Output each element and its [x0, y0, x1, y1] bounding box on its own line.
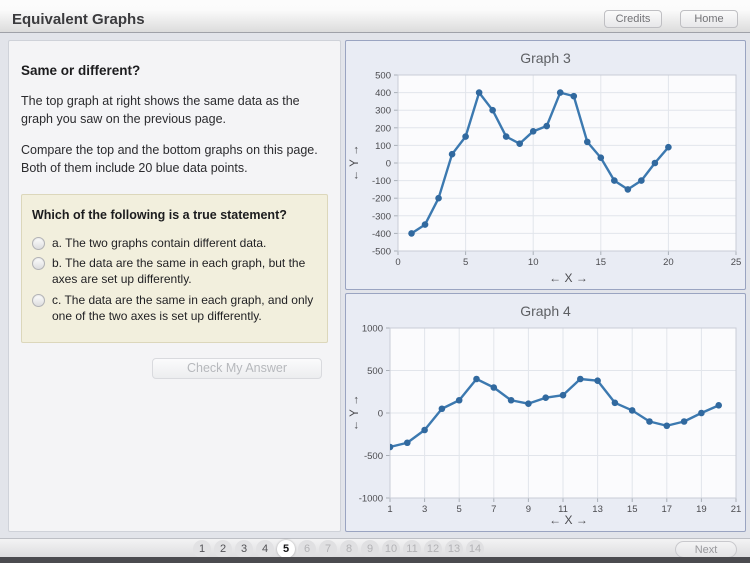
svg-text:-500: -500 [372, 247, 391, 258]
svg-text:400: 400 [375, 88, 391, 99]
page-dot-11: 11 [403, 540, 421, 558]
svg-text:-100: -100 [372, 176, 391, 187]
page-dot-4[interactable]: 4 [256, 540, 274, 558]
pagination: 1 2 3 4 5 6 7 8 9 10 11 12 13 14 [193, 540, 484, 558]
page-dot-13: 13 [445, 540, 463, 558]
svg-text:21: 21 [731, 504, 742, 515]
svg-text:-300: -300 [372, 211, 391, 222]
svg-text:3: 3 [422, 504, 427, 515]
page-dot-8: 8 [340, 540, 358, 558]
pagination-bar: 1 2 3 4 5 6 7 8 9 10 11 12 13 14 Next [0, 538, 750, 558]
svg-text:9: 9 [526, 504, 531, 515]
svg-text:-1000: -1000 [359, 494, 383, 505]
bottom-strip [0, 557, 750, 563]
radio-option-a[interactable] [32, 236, 45, 250]
radio-option-c[interactable] [32, 294, 45, 308]
header-bar: Equivalent Graphs Credits Home [0, 0, 750, 33]
svg-text:300: 300 [375, 106, 391, 117]
question-prompt: Which of the following is a true stateme… [32, 207, 287, 222]
svg-text:-500: -500 [364, 451, 383, 462]
option-c-label[interactable]: c. The data are the same in each graph, … [52, 293, 314, 323]
svg-text:25: 25 [731, 257, 742, 268]
home-button[interactable]: Home [680, 10, 738, 28]
section-heading: Same or different? [21, 63, 141, 78]
graph4-panel: Graph 4 1000 500 0 -500 -1000 1 3 5 7 9 11 13 15 17 19… [345, 293, 746, 532]
instruction-panel: Same or different? The top graph at righ… [8, 40, 341, 532]
svg-text:11: 11 [558, 504, 568, 515]
page-dot-10: 10 [382, 540, 400, 558]
svg-text:100: 100 [375, 141, 391, 152]
svg-text:0: 0 [386, 159, 391, 170]
answer-option-c: c. The data are the same in each graph, … [32, 293, 317, 325]
check-answer-row: Check My Answer [21, 357, 322, 379]
page-dot-1[interactable]: 1 [193, 540, 211, 558]
svg-text:200: 200 [375, 123, 391, 134]
svg-text:7: 7 [491, 504, 496, 515]
radio-option-b[interactable] [32, 257, 45, 271]
page-dot-9: 9 [361, 540, 379, 558]
page-dot-6: 6 [298, 540, 316, 558]
svg-text:13: 13 [592, 504, 603, 515]
graph3-title: Graph 3 [520, 50, 571, 66]
check-my-answer-button[interactable]: Check My Answer [152, 357, 322, 379]
svg-text:15: 15 [627, 504, 638, 515]
svg-text:1000: 1000 [362, 324, 383, 335]
svg-text:19: 19 [696, 504, 707, 515]
svg-text:-400: -400 [372, 229, 391, 240]
svg-text:500: 500 [375, 71, 391, 82]
svg-text:-200: -200 [372, 194, 391, 205]
graph3-x-axis-label: ← X → [549, 271, 588, 285]
graph3-panel: Graph 3 500 400 300 200 100 0 -100 -200 -300 -400… [345, 40, 746, 290]
svg-text:5: 5 [463, 257, 468, 268]
svg-text:← Y →: ← Y → [349, 395, 361, 432]
page-title: Equivalent Graphs [12, 10, 145, 28]
page-dot-5[interactable]: 5 [277, 540, 295, 558]
svg-text:1: 1 [387, 504, 392, 515]
graph3-chart: 500 400 300 200 100 0 -100 -200 -300 -400 -500 0 5 10… [349, 71, 742, 269]
page-dot-12: 12 [424, 540, 442, 558]
svg-text:500: 500 [367, 366, 383, 377]
svg-text:20: 20 [663, 257, 674, 268]
answer-option-b: b. The data are the same in each graph, … [32, 256, 317, 288]
svg-text:0: 0 [395, 257, 400, 268]
instruction-paragraph-2: Compare the top and the bottom graphs on… [21, 143, 318, 176]
answer-option-a: a. The two graphs contain different data… [32, 236, 317, 252]
option-b-label[interactable]: b. The data are the same in each graph, … [52, 256, 306, 287]
option-a-label[interactable]: a. The two graphs contain different data… [52, 235, 267, 250]
svg-text:0: 0 [378, 409, 383, 420]
credits-button[interactable]: Credits [604, 10, 662, 28]
graph4-x-axis-label: ← X → [549, 513, 588, 527]
instruction-paragraph-1: The top graph at right shows the same da… [21, 94, 300, 127]
footer-bar: 1 2 3 4 5 6 7 8 9 10 11 12 13 14 Next [0, 538, 750, 563]
header-buttons: Credits Home [604, 10, 738, 28]
svg-text:10: 10 [528, 257, 539, 268]
svg-text:← Y →: ← Y → [349, 145, 361, 182]
svg-text:5: 5 [457, 504, 462, 515]
next-button[interactable]: Next [675, 541, 737, 558]
question-box: Which of the following is a true stateme… [21, 193, 328, 343]
svg-text:15: 15 [596, 257, 607, 268]
page-dot-7: 7 [319, 540, 337, 558]
page-dot-3[interactable]: 3 [235, 540, 253, 558]
page-dot-2[interactable]: 2 [214, 540, 232, 558]
page-dot-14: 14 [466, 540, 484, 558]
svg-text:17: 17 [662, 504, 673, 515]
graph4-title: Graph 4 [520, 303, 571, 319]
